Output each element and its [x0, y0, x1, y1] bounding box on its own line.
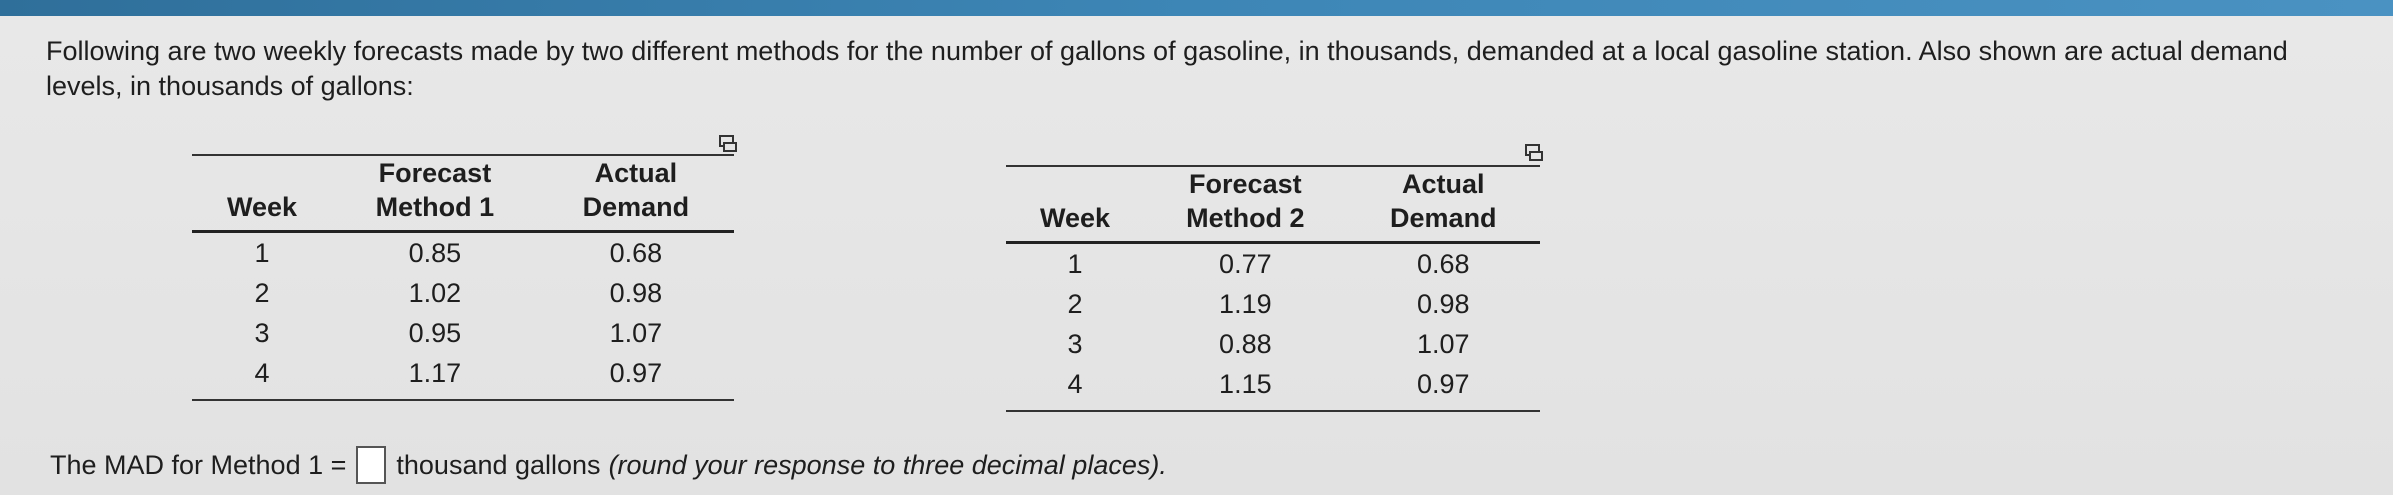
- table-row: 3 0.88 1.07: [1006, 324, 1540, 364]
- table-row: 4 1.17 0.97: [192, 353, 734, 401]
- copy-table-icon[interactable]: [718, 134, 738, 154]
- cell-forecast: 1.19: [1219, 288, 1272, 319]
- mad-question-prefix: The MAD for Method 1 =: [50, 450, 347, 480]
- cell-week: 1: [254, 237, 270, 268]
- table-row: 2 1.02 0.98: [192, 273, 734, 313]
- table-row: 4 1.15 0.97: [1006, 364, 1540, 412]
- cell-week: 3: [254, 317, 270, 348]
- cell-week: 3: [1067, 328, 1083, 359]
- forecast-table-method-1: Week Forecast Method 1 Actual Demand 1 0…: [192, 153, 734, 401]
- cell-week: 1: [1067, 248, 1083, 279]
- column-header-actual: Actual Demand: [1346, 166, 1540, 244]
- cell-forecast: 1.17: [332, 353, 538, 401]
- cell-week: 4: [1006, 364, 1145, 412]
- forecast-table-method-2: Week Forecast Method 2 Actual Demand 1 0…: [1006, 164, 1540, 412]
- mad-answer-input[interactable]: [356, 446, 387, 484]
- column-header-forecast: Forecast Method 1: [332, 155, 538, 233]
- header-line: Demand: [582, 192, 690, 222]
- header-line: Forecast: [1189, 169, 1302, 199]
- rounding-instruction: (round your response to three decimal pl…: [608, 450, 1167, 480]
- table-row: 1 0.77 0.68: [1006, 243, 1540, 285]
- header-line: Method 1: [375, 192, 495, 222]
- table-row: 3 0.95 1.07: [192, 313, 734, 353]
- cell-actual: 1.07: [1417, 328, 1470, 359]
- copy-table-icon[interactable]: [1524, 143, 1544, 163]
- cell-actual: 0.98: [609, 277, 663, 308]
- cell-forecast: 1.15: [1144, 364, 1347, 412]
- cell-forecast: 0.95: [408, 317, 462, 348]
- cell-week: 2: [1067, 288, 1083, 319]
- cell-week: 4: [192, 353, 333, 401]
- header-line: Forecast: [378, 158, 492, 188]
- problem-intro-text: Following are two weekly forecasts made …: [46, 36, 2288, 101]
- table-row: 2 1.19 0.98: [1006, 284, 1540, 324]
- mad-question-line: The MAD for Method 1 = thousand gallons …: [50, 446, 1167, 484]
- browser-top-strip: [0, 0, 2393, 16]
- cell-forecast: 0.85: [408, 237, 462, 268]
- header-line: Method 2: [1186, 203, 1305, 233]
- cell-actual: 0.97: [1346, 364, 1540, 412]
- header-line: Demand: [1390, 203, 1497, 233]
- column-header-week: Week: [192, 155, 333, 233]
- cell-actual: 1.07: [609, 317, 663, 348]
- column-header-actual: Actual Demand: [537, 155, 734, 233]
- cell-actual: 0.68: [1417, 248, 1470, 279]
- cell-actual: 0.68: [609, 237, 663, 268]
- column-header-week: Week: [1006, 166, 1145, 244]
- mad-unit-label: thousand gallons: [396, 450, 601, 480]
- cell-week: 2: [254, 277, 270, 308]
- header-line: Actual: [594, 158, 678, 188]
- column-header-forecast: Forecast Method 2: [1144, 166, 1347, 244]
- header-line: Actual: [1402, 169, 1485, 199]
- table-row: 1 0.85 0.68: [192, 232, 734, 274]
- cell-forecast: 1.02: [408, 277, 462, 308]
- cell-actual: 0.97: [537, 353, 734, 401]
- cell-forecast: 0.88: [1219, 328, 1272, 359]
- cell-actual: 0.98: [1417, 288, 1470, 319]
- question-content-area: [0, 16, 2393, 495]
- cell-forecast: 0.77: [1219, 248, 1272, 279]
